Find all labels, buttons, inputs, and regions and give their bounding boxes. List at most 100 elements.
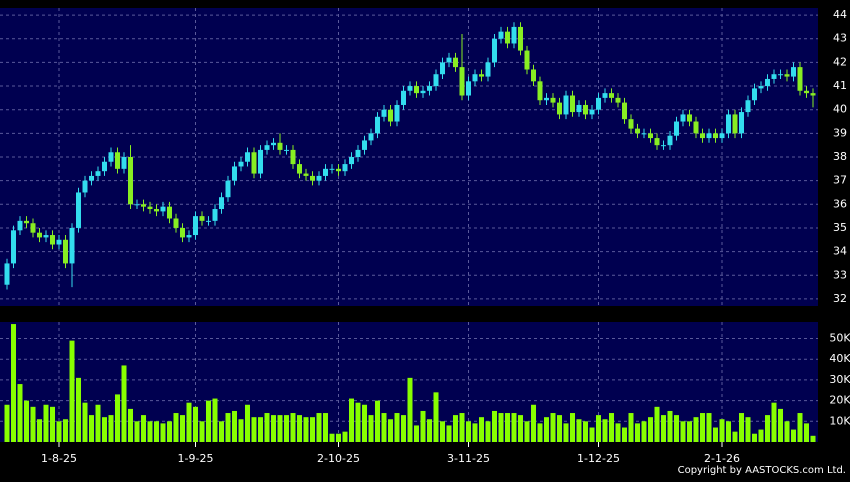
volume-bar	[284, 415, 289, 442]
volume-bar	[173, 413, 179, 442]
volume-bar	[245, 404, 250, 442]
volume-bar	[323, 413, 328, 442]
candle-body	[63, 239, 68, 264]
y-tick-label: 44	[833, 8, 847, 21]
volume-bar	[303, 417, 309, 442]
candle-body	[544, 97, 549, 101]
candle-body	[173, 218, 179, 228]
candle-body	[732, 114, 738, 134]
volume-bar	[628, 413, 634, 442]
volume-bar	[505, 413, 510, 442]
volume-bar	[141, 415, 146, 442]
volume-bar	[589, 427, 595, 442]
volume-bar	[154, 421, 159, 442]
candle-body	[381, 109, 387, 117]
volume-bar	[43, 404, 49, 442]
candle-body	[485, 62, 491, 77]
volume-bar	[362, 404, 367, 442]
volume-bar	[713, 427, 718, 442]
volume-bar	[661, 415, 666, 442]
volume-bar	[290, 413, 296, 442]
candle-body	[284, 149, 289, 151]
volume-bar	[355, 402, 361, 442]
volume-bar	[635, 423, 640, 442]
candle-body	[43, 235, 49, 238]
volume-bar	[414, 425, 419, 442]
volume-bar	[381, 413, 387, 442]
volume-bar	[17, 384, 23, 442]
candle-body	[30, 223, 36, 233]
candle-body	[11, 230, 16, 264]
volume-bar	[739, 413, 744, 442]
volume-bar	[518, 415, 523, 442]
candle-body	[37, 232, 42, 238]
y-tick-label: 30K	[829, 373, 850, 386]
volume-bar	[342, 431, 348, 442]
volume-bar	[479, 417, 484, 442]
volume-bar	[336, 433, 341, 442]
candle-body	[186, 235, 192, 238]
volume-bar	[765, 415, 770, 442]
candle-body	[24, 220, 29, 224]
volume-bar	[784, 421, 790, 442]
candle-body	[615, 97, 621, 103]
candle-body	[505, 31, 510, 44]
candle-body	[89, 175, 94, 181]
volume-bar	[271, 415, 276, 442]
volume-bar	[687, 421, 692, 442]
volume-bar	[466, 421, 471, 442]
volume-bar	[602, 419, 608, 442]
candle-body	[602, 93, 608, 98]
candle-body	[297, 164, 302, 174]
volume-bar	[167, 421, 172, 442]
x-tick-label: 1-8-25	[41, 452, 77, 465]
volume-bar	[225, 413, 231, 442]
candle-body	[375, 116, 380, 134]
candle-body	[609, 93, 614, 98]
candle-body	[511, 26, 517, 44]
volume-bar	[498, 413, 504, 442]
candle-body	[303, 173, 309, 176]
candle-body	[368, 133, 374, 141]
volume-bar	[524, 421, 530, 442]
candle-body	[446, 57, 452, 63]
candle-body	[238, 161, 244, 167]
candle-body	[648, 133, 653, 139]
candle-body	[154, 209, 159, 212]
volume-bar	[134, 421, 140, 442]
candle-body	[550, 97, 556, 103]
y-tick-label: 35	[833, 221, 847, 234]
candle-body	[420, 90, 426, 94]
candle-body	[524, 50, 530, 70]
candle-body	[700, 133, 705, 139]
x-tick-label: 1-9-25	[178, 452, 214, 465]
candle-body	[739, 112, 744, 134]
volume-bar	[459, 413, 465, 442]
candle-body	[622, 102, 627, 120]
x-tick-label: 1-12-25	[577, 452, 620, 465]
candle-body	[388, 109, 393, 122]
candle-body	[667, 135, 673, 146]
y-tick-label: 38	[833, 150, 847, 163]
candle-body	[791, 67, 796, 77]
candle-body	[69, 227, 75, 264]
candle-body	[557, 102, 562, 115]
volume-bar	[76, 377, 81, 442]
candle-body	[95, 171, 101, 176]
candle-body	[414, 86, 419, 94]
candle-body	[141, 204, 146, 207]
candle-body	[264, 145, 270, 150]
volume-bar	[277, 415, 283, 442]
candle-body	[654, 138, 660, 146]
candle-body	[206, 220, 211, 222]
volume-bar	[563, 423, 569, 442]
volume-bar	[726, 421, 731, 442]
x-tick-label: 3-11-25	[447, 452, 490, 465]
candle-body	[518, 26, 523, 51]
volume-bar	[108, 415, 114, 442]
volume-bar	[63, 419, 68, 442]
candle-body	[199, 216, 205, 221]
volume-bar	[4, 404, 10, 442]
volume-bar	[193, 406, 198, 442]
